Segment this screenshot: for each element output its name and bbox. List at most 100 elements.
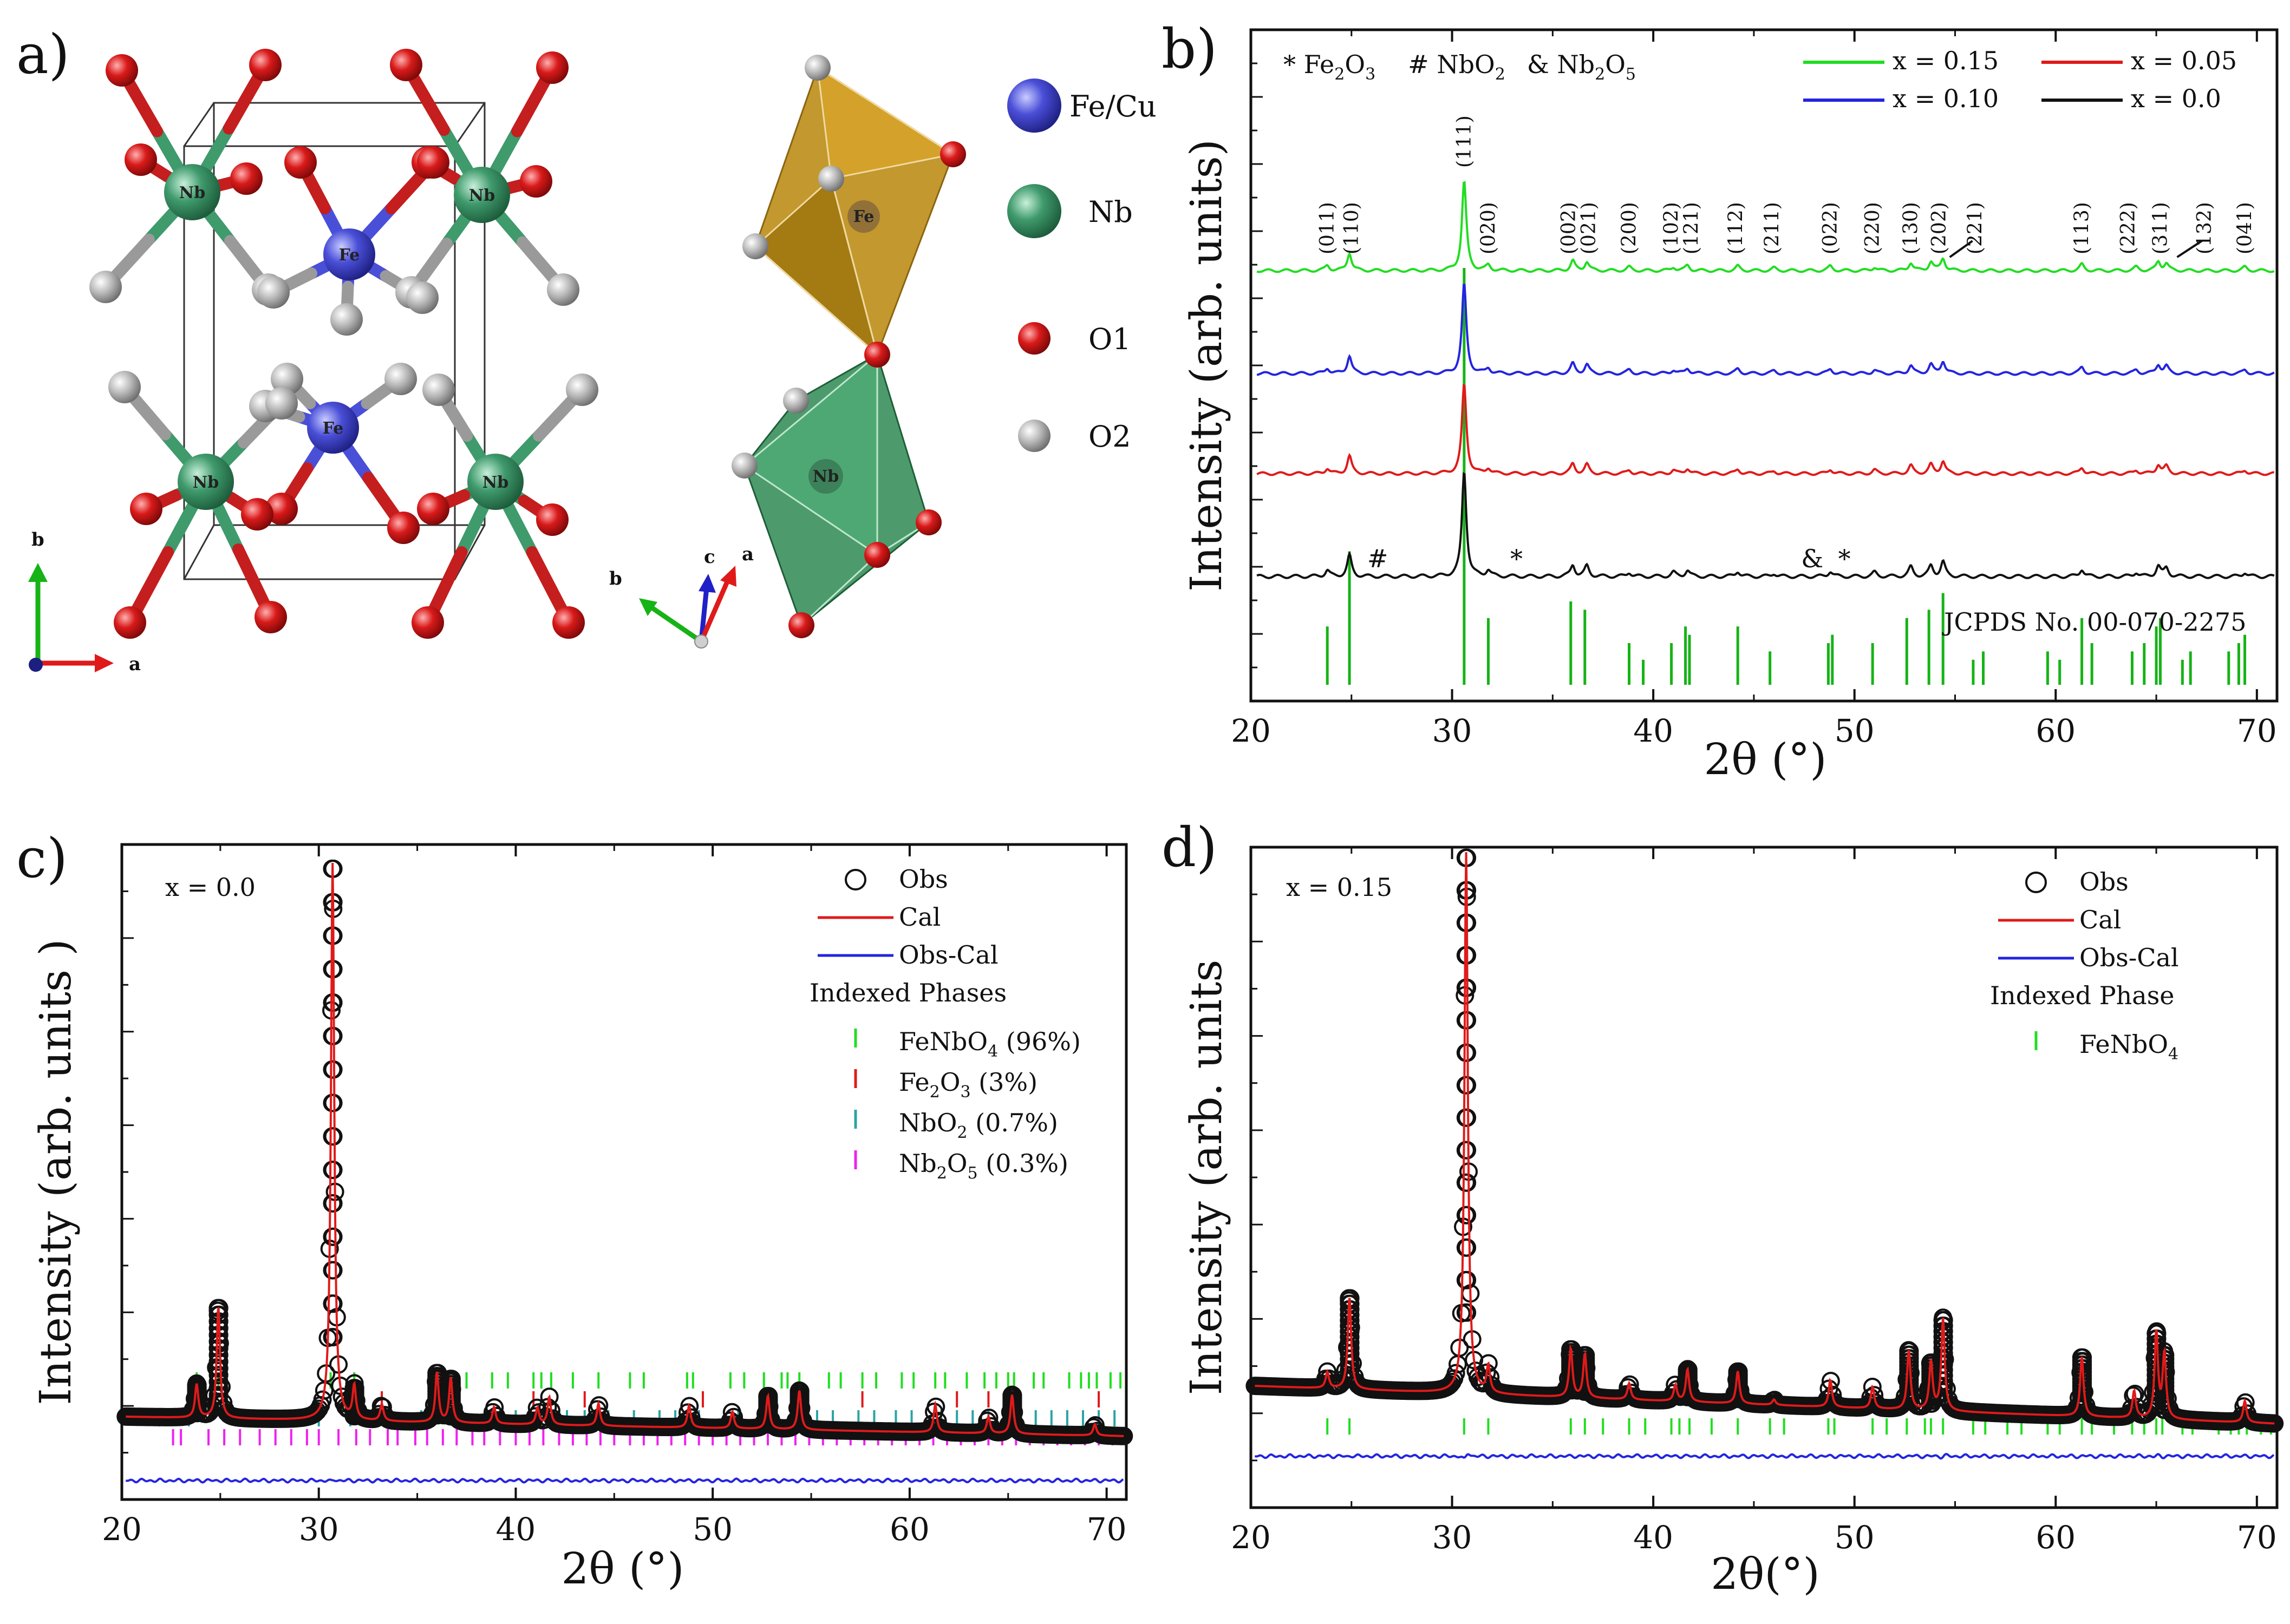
panel-c: c) 20 30 40 50 60 70 x = 0.0 Obs Cal Obs-Cal Ind… [16, 827, 1133, 1594]
o2-atom [406, 281, 439, 314]
x-tick-label: 30 [299, 1511, 339, 1548]
hkl-label: (200) [1619, 202, 1641, 254]
key-o1-ball [1018, 322, 1051, 355]
x-tick-label: 20 [1231, 1519, 1271, 1556]
o1-atom [387, 512, 420, 544]
panel-c-ylabel: Intensity (arb. units ) [30, 939, 81, 1405]
legend-phases-title: Indexed Phase [1990, 981, 2175, 1010]
cell-atoms: Nb Nb Fe Fe Nb Nb [89, 49, 598, 639]
o1-atom [536, 51, 569, 84]
obs-point [324, 1194, 343, 1213]
hkl-label: (221) [1965, 202, 1987, 254]
panel-b-xlabel: 2θ (°) [1704, 734, 1827, 784]
panel-b-ylabel: Intensity (arb. units) [1181, 139, 1231, 592]
key-fe-label: Fe/Cu [1069, 89, 1157, 123]
legend-x00: x = 0.0 [2131, 84, 2221, 113]
x-tick-label: 70 [1087, 1511, 1127, 1548]
x-tick-label: 30 [1432, 1519, 1472, 1556]
legend-label: Cal [899, 902, 941, 932]
legend-phases-title: Indexed Phases [810, 978, 1007, 1007]
panel-d-calculated-line [1255, 852, 2275, 1425]
panel-b-y-ticks [1251, 62, 1263, 669]
legend-phase-label: FeNbO4 (96%) [899, 1027, 1081, 1061]
o2-atom [89, 271, 122, 303]
atom-label: Nb [482, 473, 508, 492]
panel-d-sample: x = 0.15 [1286, 873, 1392, 902]
cell-bonds [100, 59, 588, 628]
nb-atom [808, 459, 843, 494]
legend-label: Cal [2079, 905, 2121, 934]
hkl-label: (130) [1900, 202, 1922, 254]
panel-a: a) Nb Nb Fe Fe Nb Nb b a [16, 23, 1157, 675]
hkl-label: (022) [1819, 202, 1842, 254]
atom-label: Fe [323, 419, 344, 438]
panel-d-x-ticks: 20 30 40 50 60 70 [1231, 847, 2277, 1556]
key-fe-ball [1007, 78, 1061, 133]
nb-atom [164, 164, 220, 220]
panel-d-legend: Obs Cal Obs-Cal Indexed Phase FeNbO4 [1990, 867, 2179, 1064]
nb-atom [467, 454, 524, 510]
key-o2-label: O2 [1088, 420, 1131, 454]
x-tick-label: 50 [1835, 712, 1875, 749]
calculated-line [126, 862, 1124, 1437]
o2-atom [818, 166, 844, 192]
panel-c-x-ticks: 20 30 40 50 60 70 [102, 844, 1127, 1548]
impurity-mark: * [1838, 544, 1851, 573]
obs-point [540, 1387, 559, 1406]
panel-c-xlabel: 2θ (°) [562, 1543, 684, 1594]
panel-b-label: b) [1162, 17, 1217, 81]
hkl-label: (002) [1558, 202, 1580, 254]
impurity-legend: * Fe2O3 # NbO2 & Nb2O5 [1283, 50, 1636, 84]
panel-c-y-ticks [122, 890, 134, 1454]
o2-atom [265, 387, 298, 420]
panel-c-label: c) [16, 827, 68, 890]
legend-phase-label: NbO2 (0.7%) [899, 1108, 1058, 1142]
o2-atom [547, 273, 579, 306]
o1-atom [940, 141, 966, 167]
legend-label: Obs [899, 865, 948, 894]
legend-x005: x = 0.05 [2131, 46, 2237, 75]
fe-atom [847, 200, 880, 233]
x-tick-label: 20 [1231, 712, 1271, 749]
panel-b-series [1256, 181, 2275, 579]
impurity-mark: & [1801, 544, 1823, 573]
o2-atom [257, 276, 290, 309]
x-tick-label: 50 [693, 1511, 733, 1548]
hkl-label: (110) [1341, 202, 1363, 254]
key-nb-label: Nb [1088, 195, 1133, 229]
cell-axis-b-label: b [31, 529, 44, 551]
obs-point [1446, 1364, 1465, 1383]
panel-d-label: d) [1162, 816, 1217, 879]
obs-cal-line [1254, 1452, 2275, 1460]
obs-point [324, 1161, 343, 1180]
cell-axes-triad: b a [28, 529, 141, 675]
atom-label: Nb [193, 473, 219, 492]
panel-d: d) 20 30 40 50 60 70 x = 0.15 Obs Cal Obs-Cal In… [1162, 816, 2284, 1599]
legend-marker [2025, 872, 2047, 893]
cell-axis-a-label: a [129, 653, 141, 675]
key-nb-ball [1007, 184, 1061, 238]
o1-atom [552, 606, 585, 639]
o1-atom [864, 342, 890, 368]
key-o1-label: O1 [1088, 322, 1131, 356]
atom-label: Nb [469, 186, 495, 205]
panel-b-impurity-marks: # * & * [1367, 544, 1851, 573]
panel-d-ylabel: Intensity (arb. units [1181, 960, 1231, 1396]
poly-axis-c-label: c [704, 546, 715, 568]
o2-atom [742, 233, 768, 259]
o1-atom [249, 49, 282, 81]
panel-b: b) 20 30 40 50 60 70 (011) (110) (111) (020) (002… [1162, 17, 2279, 784]
o2-atom [384, 363, 417, 395]
panel-d-obs-cal-line [1254, 1452, 2275, 1460]
hkl-arrow [2176, 240, 2203, 258]
hkl-label: (111) [1453, 115, 1476, 168]
x-tick-label: 60 [2035, 712, 2076, 749]
o2-atom [108, 371, 141, 403]
atom-label: Nb [179, 184, 205, 202]
x-tick-label: 70 [2237, 712, 2277, 749]
obs-point [680, 1397, 699, 1416]
hkl-label: (112) [1725, 202, 1747, 254]
panel-c-calculated-line [126, 862, 1124, 1437]
panel-c-sample: x = 0.0 [165, 873, 256, 902]
